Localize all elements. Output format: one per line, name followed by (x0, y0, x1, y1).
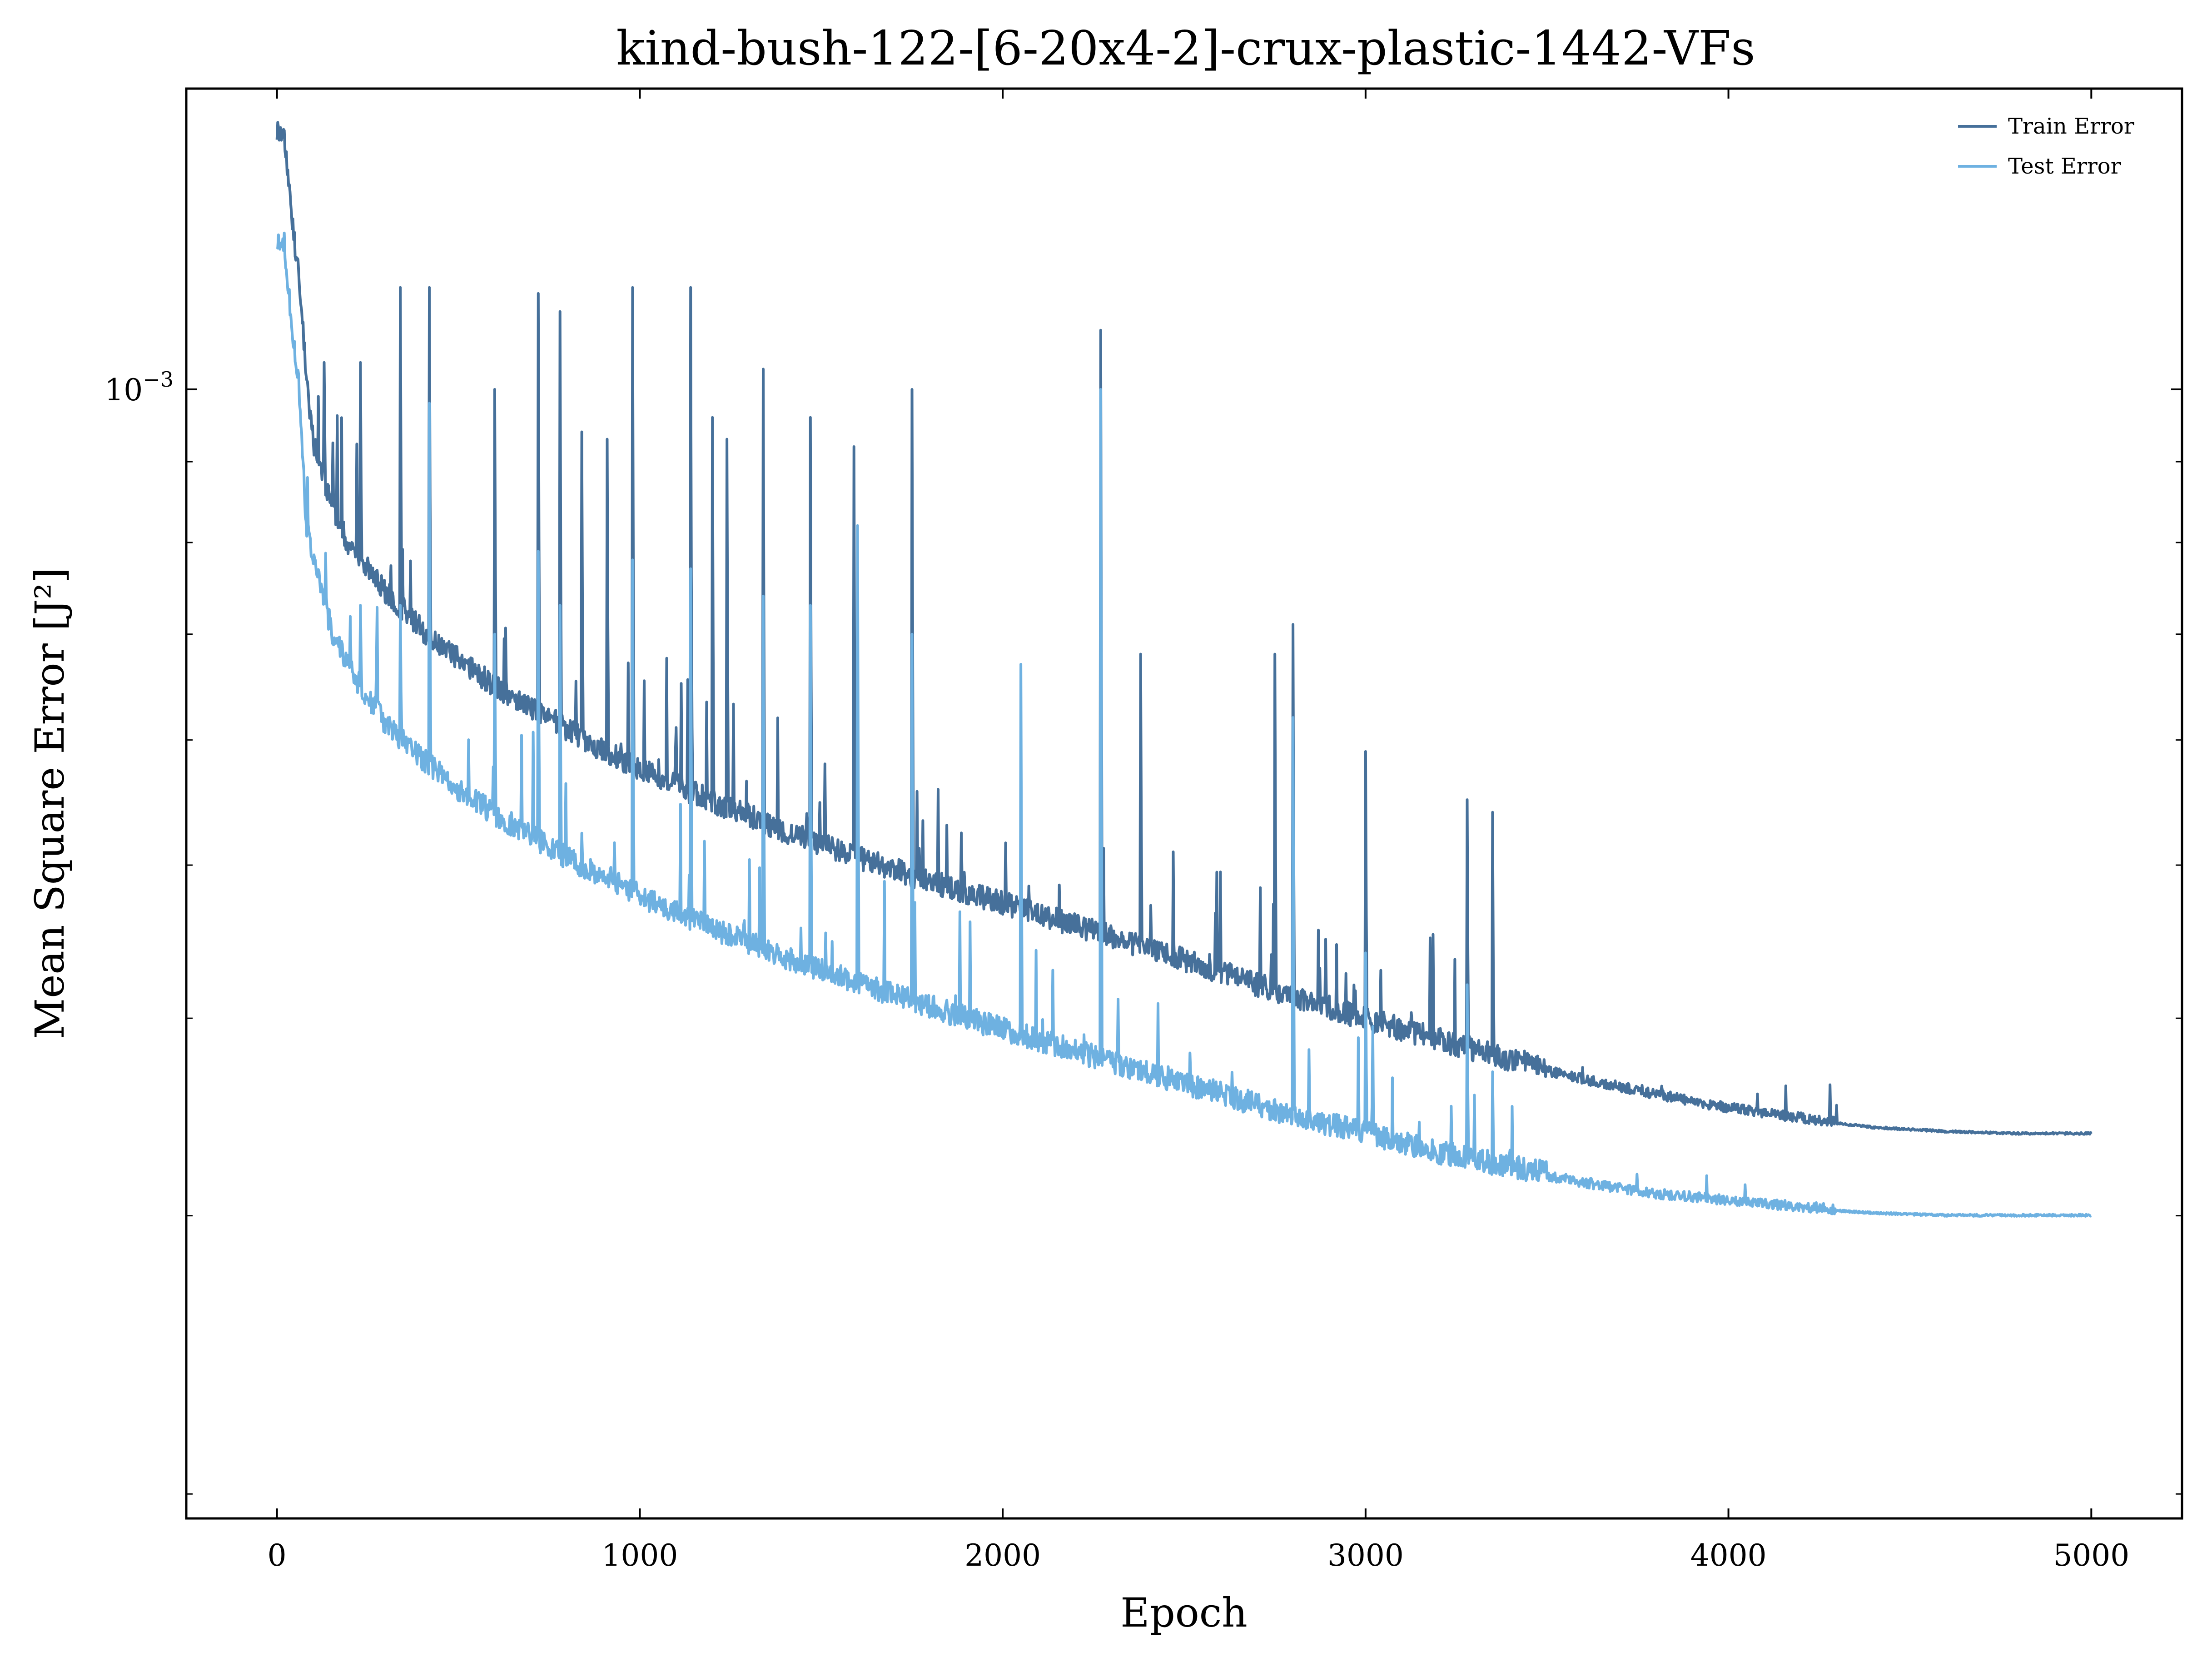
chart-title: kind-bush-122-[6-20x4-2]-crux-plastic-14… (616, 20, 1755, 76)
plot-area (185, 87, 2183, 1520)
x-axis-label: Epoch (1120, 1589, 1248, 1636)
x-tick-label: 2000 (964, 1538, 1041, 1573)
y-axis: 10−3 (104, 367, 2182, 1495)
series-group (275, 121, 2093, 1218)
plot-frame (185, 87, 2183, 1520)
x-tick-label: 3000 (1327, 1538, 1404, 1573)
series-line-test-error (276, 231, 2092, 1218)
x-tick-label: 0 (268, 1538, 287, 1573)
legend-label: Test Error (2008, 154, 2121, 179)
legend-label: Train Error (2008, 114, 2134, 139)
x-tick-label: 5000 (2053, 1538, 2129, 1573)
series-line-train-error (275, 121, 2093, 1136)
y-axis-label: Mean Square Error [J²] (26, 567, 73, 1039)
x-axis: 0 1000 2000 3000 4000 5000 (268, 89, 2129, 1573)
legend: Train Error Test Error (1958, 114, 2134, 179)
x-tick-label: 1000 (601, 1538, 678, 1573)
x-tick-label: 4000 (1690, 1538, 1767, 1573)
y-tick-label: 10−3 (104, 367, 174, 408)
